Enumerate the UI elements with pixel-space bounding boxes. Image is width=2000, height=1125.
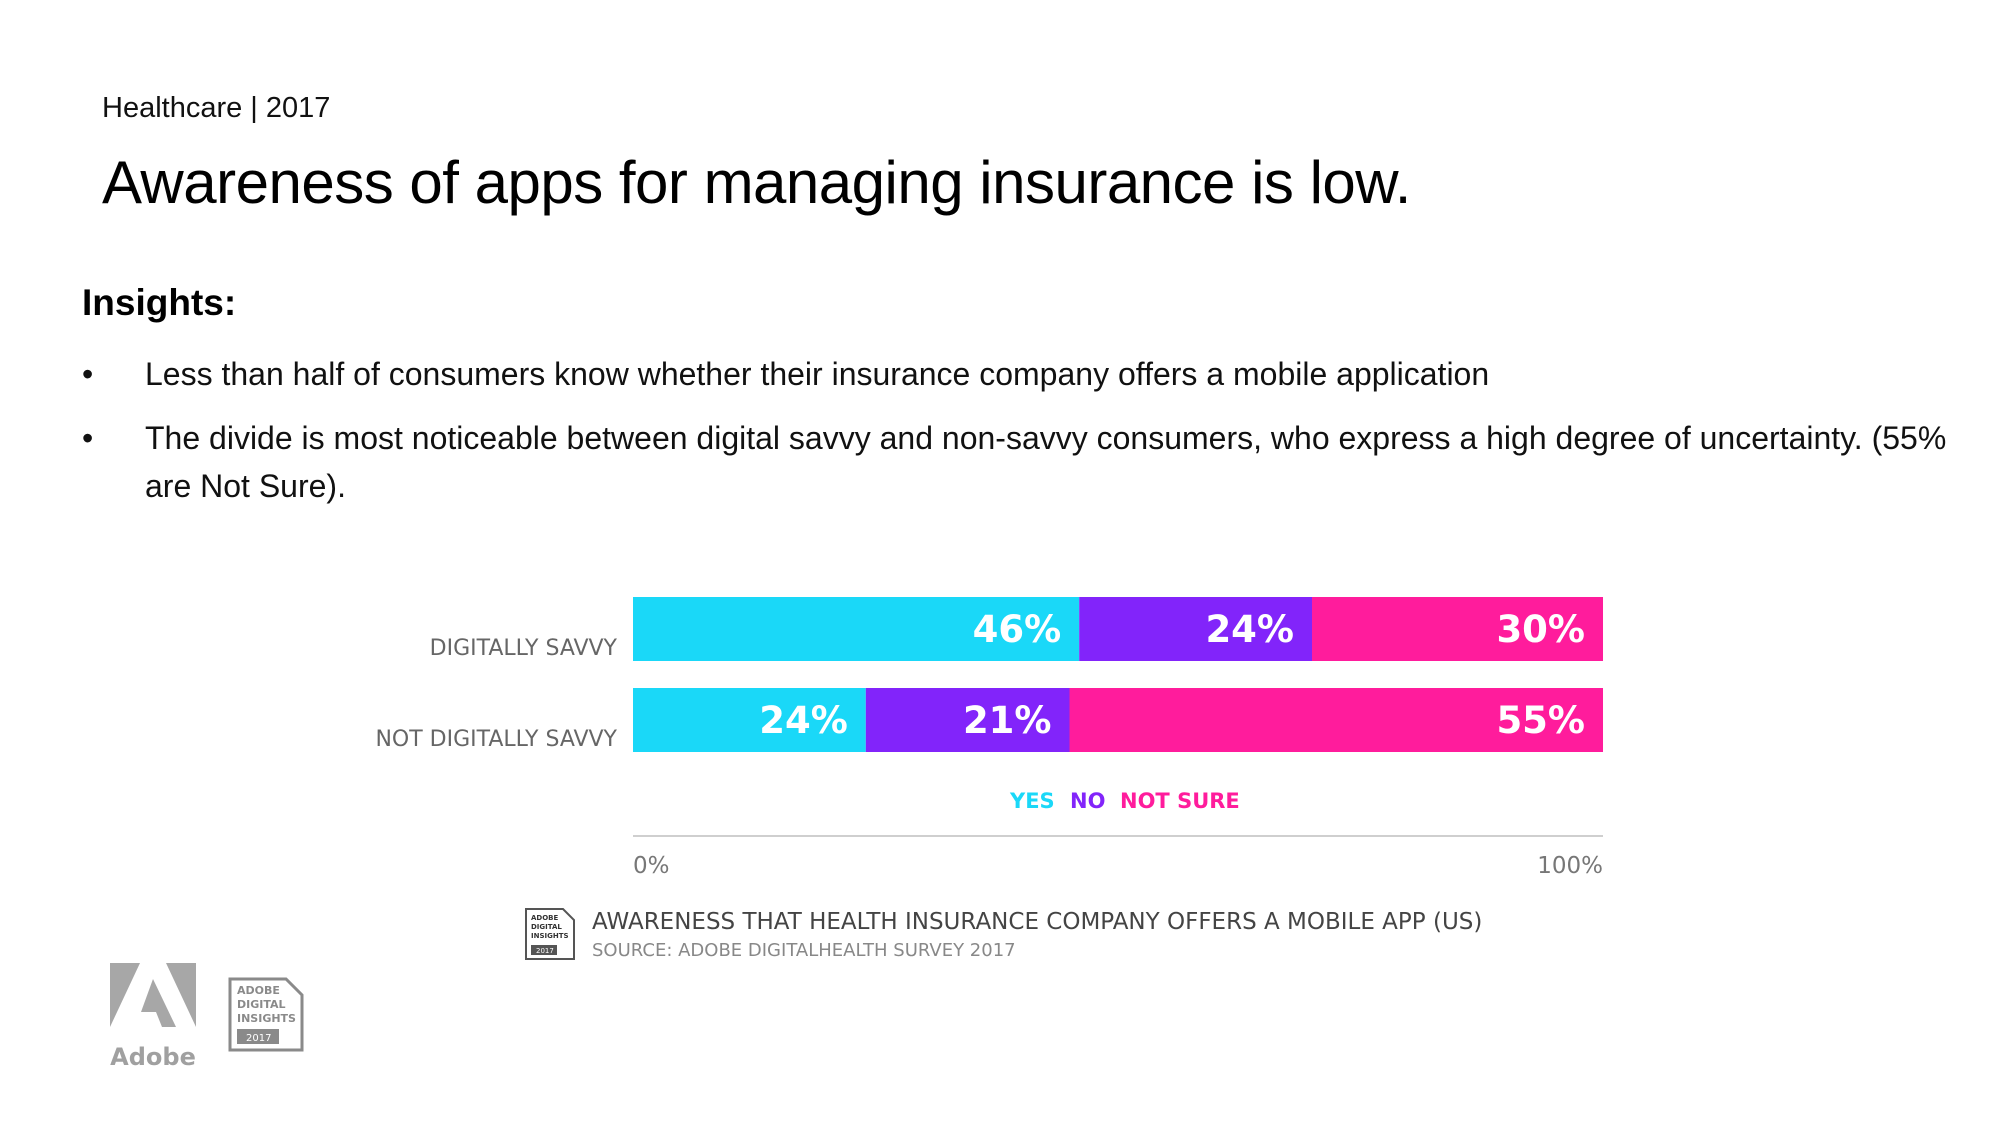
- bar-segment: [1079, 597, 1312, 661]
- bar-value-label: 30%: [1496, 608, 1585, 651]
- bullet-icon: •: [82, 420, 94, 456]
- badge-line: ADOBE: [237, 984, 280, 997]
- badge-line: 2017: [246, 1033, 271, 1044]
- bar-segment: [633, 597, 1080, 661]
- x-tick-label: 0%: [633, 853, 670, 879]
- legend-item: NO: [1070, 789, 1105, 813]
- insights-heading: Insights:: [82, 282, 237, 323]
- bar-value-label: 55%: [1496, 699, 1585, 742]
- chart-legend: YES NO NOT SURE: [1009, 789, 1240, 813]
- legend-item: YES: [1009, 789, 1055, 813]
- bar-segment: [1312, 597, 1603, 661]
- page-title: Awareness of apps for managing insurance…: [102, 149, 1411, 216]
- adobe-logo-icon: Adobe: [110, 963, 196, 1071]
- page-kicker: Healthcare | 2017: [102, 92, 331, 124]
- bar-segment: [1069, 688, 1603, 752]
- bullet-icon: •: [82, 356, 94, 392]
- bar-value-label: 21%: [963, 699, 1052, 742]
- legend-item: NOT SURE: [1120, 789, 1240, 813]
- badge-line: DIGITAL: [237, 998, 286, 1011]
- badge-line: 2017: [536, 947, 554, 955]
- bar-value-label: 24%: [1205, 608, 1294, 651]
- adobe-digital-insights-badge-icon: ADOBE DIGITAL INSIGHTS 2017: [228, 977, 304, 1052]
- insight-text: Less than half of consumers know whether…: [145, 356, 1490, 392]
- bar-value-label: 46%: [973, 608, 1062, 651]
- chart-caption-source: SOURCE: ADOBE DIGITALHEALTH SURVEY 2017: [592, 940, 1016, 961]
- bar-value-label: 24%: [759, 699, 848, 742]
- insight-text: The divide is most noticeable between di…: [145, 420, 1947, 504]
- bar-segment: [865, 688, 1070, 752]
- category-label: DIGITALLY SAVVY: [430, 636, 618, 661]
- badge-line: DIGITAL: [531, 923, 562, 931]
- adobe-wordmark: Adobe: [110, 1043, 196, 1071]
- badge-line: INSIGHTS: [531, 932, 569, 940]
- badge-line: ADOBE: [531, 914, 559, 922]
- bar-segment: [633, 688, 866, 752]
- badge-line: INSIGHTS: [237, 1012, 296, 1025]
- category-label: NOT DIGITALLY SAVVY: [375, 727, 617, 752]
- chart-caption-title: AWARENESS THAT HEALTH INSURANCE COMPANY …: [592, 909, 1483, 935]
- adobe-digital-insights-small-badge-icon: ADOBE DIGITAL INSIGHTS 2017: [525, 908, 575, 960]
- x-tick-label: 100%: [1537, 853, 1603, 879]
